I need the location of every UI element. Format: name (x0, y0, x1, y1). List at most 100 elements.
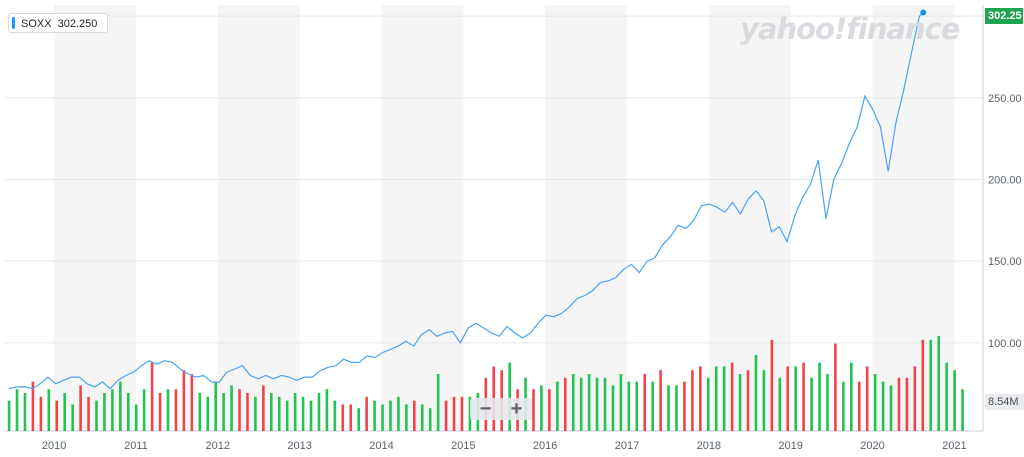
year-band (872, 5, 955, 431)
x-tick-label: 2011 (124, 440, 148, 452)
volume-bar (635, 381, 639, 431)
volume-bar (63, 393, 67, 431)
volume-bar (246, 393, 249, 431)
volume-bar (444, 400, 448, 431)
volume-bar (611, 385, 615, 431)
volume-bar (405, 404, 408, 431)
volume-bar (738, 374, 742, 431)
volume-bar (889, 385, 893, 431)
volume-bar (659, 370, 662, 431)
volume-bar (428, 408, 432, 431)
volume-bar (166, 389, 170, 431)
volume-bar (277, 396, 281, 431)
volume-bar (643, 374, 647, 431)
volume-bar (818, 362, 821, 431)
volume-bar (55, 400, 59, 431)
volume-bar (301, 396, 305, 431)
volume-bar (897, 377, 901, 431)
volume-bar (953, 370, 956, 431)
volume-bar (126, 393, 130, 431)
volume-bar (182, 370, 186, 431)
last-price-tag: 302.25 (985, 8, 1023, 24)
volume-bar (230, 385, 233, 431)
volume-bar (556, 381, 559, 431)
volume-bar (826, 374, 829, 431)
x-tick-label: 2015 (451, 440, 475, 452)
year-band (545, 5, 627, 431)
volume-bar (905, 377, 909, 431)
volume-bar (150, 362, 154, 431)
year-band (217, 5, 300, 431)
volume-bar (238, 389, 241, 431)
volume-bar (31, 381, 35, 431)
yahoo-finance-logo: yahoo!finance (740, 12, 960, 46)
volume-bar (309, 400, 313, 431)
volume-bar (397, 396, 400, 431)
volume-bar (508, 362, 511, 431)
volume-bar (413, 400, 416, 431)
x-tick-label: 2017 (615, 440, 639, 452)
x-tick-label: 2014 (369, 440, 393, 452)
volume-bar (921, 339, 925, 431)
volume-bar (834, 343, 837, 431)
zoom-in-button[interactable]: + (510, 398, 523, 420)
volume-bar (206, 396, 210, 431)
volume-bar (134, 404, 138, 431)
volume-bar (603, 377, 607, 431)
volume-bar (865, 366, 869, 431)
x-tick-label: 2021 (942, 440, 966, 452)
last-price-dot (920, 9, 927, 16)
volume-bar (548, 389, 551, 431)
volume-bar (317, 393, 321, 431)
zoom-out-button[interactable]: − (479, 398, 492, 420)
volume-bar (357, 408, 360, 431)
y-tick-label: 250.00 (988, 93, 1022, 105)
volume-bar (532, 389, 535, 431)
volume-bar (850, 362, 853, 431)
volume-bar (667, 385, 670, 431)
volume-bar (7, 400, 11, 431)
volume-bar (39, 396, 43, 431)
year-bands (54, 5, 955, 431)
legend[interactable]: SOXX 302.250 (8, 13, 109, 33)
volume-bar (881, 381, 885, 431)
volume-bar (222, 393, 225, 431)
volume-bar (158, 393, 162, 431)
volume-bar (595, 377, 599, 431)
volume-tag: 8.54M (985, 394, 1024, 410)
volume-bar (15, 389, 19, 431)
volume-bar (142, 389, 146, 431)
volume-bar (373, 400, 376, 431)
y-tick-label: 200.00 (988, 175, 1022, 187)
volume-bar (873, 374, 877, 431)
volume-bar (842, 381, 845, 431)
x-tick-label: 2012 (206, 440, 230, 452)
volume-bar (174, 389, 178, 431)
volume-bar (691, 370, 694, 431)
volume-bar (770, 339, 774, 431)
volume-bar (269, 393, 273, 431)
volume-bar (699, 366, 702, 431)
x-tick-label: 2010 (42, 440, 66, 452)
volume-bar (468, 396, 472, 431)
volume-bar (945, 362, 948, 431)
volume-bar (79, 385, 82, 431)
volume-bar (746, 370, 750, 431)
volume-bar (341, 404, 345, 431)
volume-bar (627, 381, 631, 431)
volume-bar (389, 400, 392, 431)
volume-bar (579, 377, 583, 431)
x-tick-label: 2020 (860, 440, 884, 452)
volume-bar (794, 366, 797, 431)
volume-bar (436, 374, 440, 431)
volume-bar (103, 393, 106, 431)
volume-bar (71, 404, 74, 431)
volume-bar (540, 385, 543, 431)
volume-bar (675, 385, 678, 431)
volume-bar (802, 362, 805, 431)
volume-bar (730, 362, 734, 431)
volume-bar (722, 366, 726, 431)
volume-bar (214, 381, 217, 431)
x-axis: 2010 2011 2012 2013 2014 2015 2016 2017 2018 2019… (42, 440, 967, 452)
